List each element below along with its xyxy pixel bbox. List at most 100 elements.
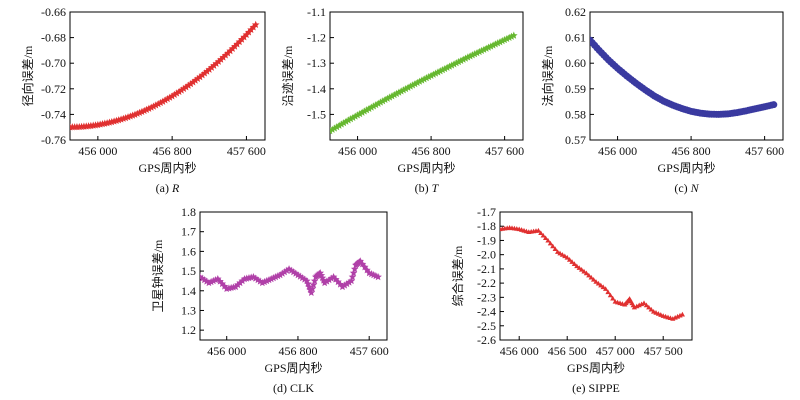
data-point bbox=[567, 257, 573, 262]
data-point bbox=[149, 102, 158, 110]
data-point bbox=[603, 286, 609, 291]
data-point bbox=[112, 116, 121, 125]
panel-caption: (e) SIPPE bbox=[572, 381, 620, 395]
data-point bbox=[473, 48, 481, 57]
x-tick-label: 456 000 bbox=[78, 144, 117, 158]
data-point bbox=[547, 240, 553, 246]
data-point bbox=[131, 110, 139, 118]
data-point bbox=[231, 282, 240, 291]
y-tick-label: -2.6 bbox=[477, 333, 496, 347]
data-point bbox=[147, 103, 156, 111]
x-axis-label: GPS周内秒 bbox=[397, 161, 455, 175]
panel-caption: (d) CLK bbox=[273, 381, 314, 395]
y-tick-label: -1.9 bbox=[477, 233, 496, 247]
data-point bbox=[388, 92, 396, 100]
data-point bbox=[641, 300, 647, 306]
y-tick-label: -2.5 bbox=[477, 319, 496, 333]
data-point bbox=[142, 105, 151, 113]
y-tick-label: -1.5 bbox=[307, 107, 326, 121]
data-point bbox=[175, 87, 183, 96]
x-tick-label: 456 800 bbox=[278, 344, 317, 358]
data-point bbox=[309, 280, 318, 289]
series-clk bbox=[200, 257, 382, 296]
x-tick-label: 457 000 bbox=[596, 344, 635, 358]
data-point bbox=[466, 52, 474, 60]
data-point bbox=[643, 302, 649, 308]
data-point bbox=[545, 237, 551, 243]
data-point bbox=[219, 53, 228, 61]
data-point bbox=[505, 33, 514, 41]
x-tick-label: 457 600 bbox=[745, 144, 784, 158]
panel-caption: (b) T bbox=[415, 181, 440, 195]
data-point bbox=[265, 275, 273, 284]
data-point bbox=[154, 100, 163, 108]
caption-symbol: SIPPE bbox=[588, 381, 619, 395]
data-point bbox=[283, 266, 291, 274]
data-point bbox=[333, 123, 341, 131]
data-point bbox=[189, 78, 197, 86]
data-point bbox=[464, 53, 472, 61]
y-tick-label: 1.8 bbox=[181, 205, 196, 219]
data-point bbox=[480, 45, 488, 53]
caption-symbol: CLK bbox=[290, 381, 314, 395]
x-tick-label: 456 800 bbox=[672, 144, 711, 158]
x-tick-label: 456 000 bbox=[207, 344, 246, 358]
data-point bbox=[308, 284, 317, 293]
x-tick-label: 456 000 bbox=[338, 144, 377, 158]
panel-sippe: -2.6-2.5-2.4-2.3-2.2-2.1-2.0-1.9-1.8-1.7… bbox=[450, 205, 693, 395]
data-point bbox=[600, 284, 606, 290]
y-tick-label: 0.60 bbox=[565, 56, 586, 70]
data-point bbox=[576, 265, 582, 270]
data-point bbox=[552, 246, 558, 252]
data-point bbox=[267, 274, 276, 283]
data-point bbox=[161, 96, 169, 104]
y-axis-label: 卫星钟误差/m bbox=[150, 239, 165, 312]
data-point bbox=[397, 87, 406, 95]
data-point bbox=[538, 230, 544, 236]
data-point bbox=[399, 86, 408, 94]
data-point bbox=[335, 121, 343, 129]
data-point bbox=[605, 289, 611, 295]
data-point bbox=[114, 116, 123, 124]
data-point bbox=[140, 106, 149, 115]
data-point bbox=[145, 104, 153, 112]
data-point bbox=[510, 31, 518, 39]
x-tick-label: 457 600 bbox=[485, 144, 524, 158]
axes-frame bbox=[589, 11, 784, 141]
data-point bbox=[422, 74, 431, 82]
data-point bbox=[424, 72, 433, 81]
data-point bbox=[238, 276, 247, 285]
panel-caption: (c) N bbox=[674, 181, 699, 195]
y-tick-label: -0.66 bbox=[41, 5, 66, 19]
data-point bbox=[200, 274, 207, 282]
data-point bbox=[345, 278, 353, 286]
data-point bbox=[231, 42, 239, 50]
data-point bbox=[445, 62, 454, 70]
panel-r: -0.76 -0.74 -0.72 -0.70 -0.68 -0.66 456 000 456… bbox=[20, 5, 266, 195]
y-tick-label: -1.7 bbox=[477, 205, 496, 219]
data-point bbox=[152, 101, 160, 109]
data-point bbox=[251, 20, 260, 29]
data-point bbox=[349, 269, 358, 277]
data-point bbox=[221, 51, 230, 59]
data-point bbox=[413, 78, 422, 87]
data-point bbox=[330, 124, 339, 132]
x-axis-label: GPS周内秒 bbox=[567, 361, 625, 375]
data-point bbox=[374, 99, 383, 107]
data-point bbox=[247, 25, 255, 34]
panel-clk: 1.2 1.3 1.4 1.5 1.6 1.7 1.8 456 000 456 800 457 6… bbox=[150, 205, 389, 395]
y-tick-label: 1.6 bbox=[181, 244, 196, 258]
y-tick-label: 1.2 bbox=[181, 323, 196, 337]
y-tick-label: 0.61 bbox=[565, 31, 586, 45]
x-tick-label: 457 600 bbox=[227, 144, 266, 158]
data-point bbox=[679, 311, 685, 317]
data-point bbox=[459, 55, 468, 63]
data-point bbox=[170, 90, 179, 98]
data-point bbox=[159, 97, 167, 105]
data-point bbox=[418, 76, 426, 84]
data-point bbox=[503, 34, 511, 43]
series-t bbox=[330, 31, 518, 135]
data-point bbox=[610, 295, 616, 301]
data-point bbox=[196, 73, 204, 81]
caption-prefix: (d) bbox=[273, 381, 290, 395]
